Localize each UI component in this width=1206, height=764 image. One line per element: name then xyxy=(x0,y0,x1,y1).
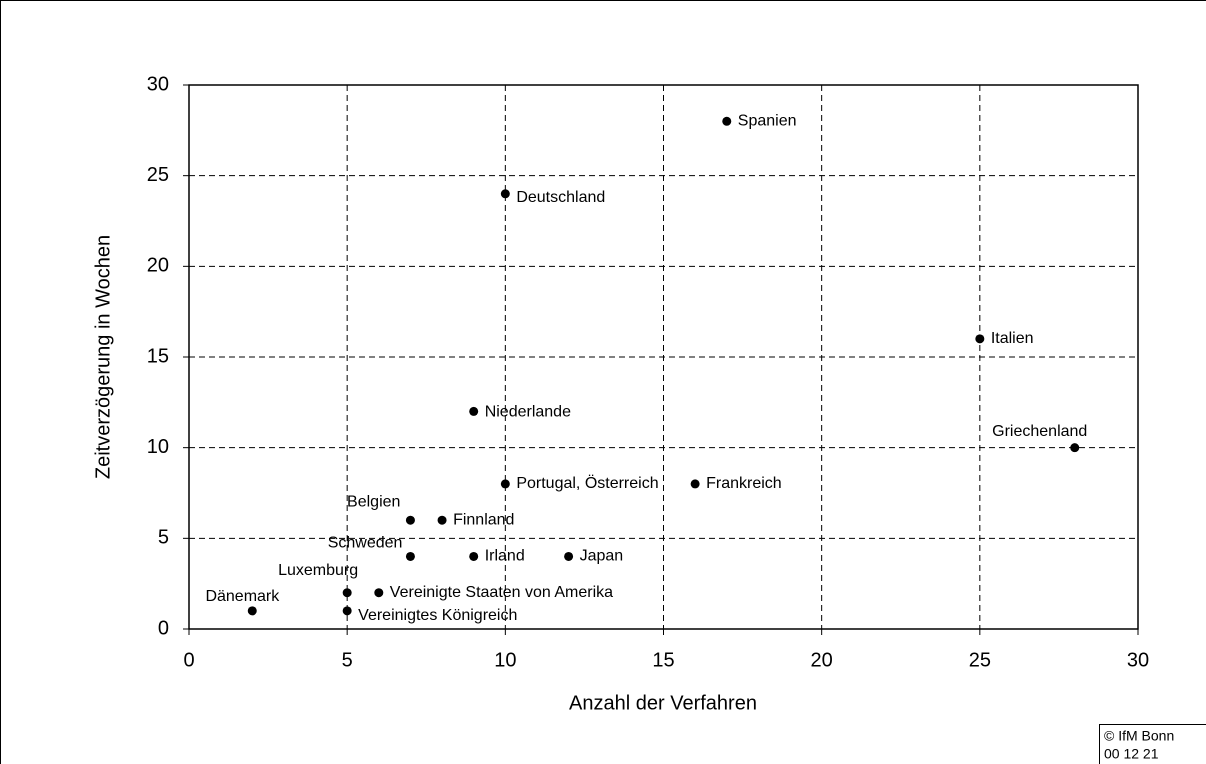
point xyxy=(469,406,479,416)
x-tick-label: 20 xyxy=(811,649,833,671)
x-tick-label: 5 xyxy=(342,649,353,671)
y-tick-label: 5 xyxy=(158,527,169,549)
point xyxy=(722,116,732,126)
point xyxy=(342,588,352,598)
point-label: Finnland xyxy=(453,511,514,528)
point-label: Italien xyxy=(991,330,1034,347)
x-tick-label: 15 xyxy=(652,649,674,671)
point xyxy=(374,588,384,598)
x-tick-label: 25 xyxy=(969,649,991,671)
point xyxy=(437,515,447,525)
point-label: Spanien xyxy=(738,112,797,129)
y-tick-label: 10 xyxy=(147,436,169,458)
y-tick-label: 20 xyxy=(147,255,169,277)
y-tick-label: 25 xyxy=(147,164,169,186)
point-label: Niederlande xyxy=(485,404,571,421)
x-tick-label: 30 xyxy=(1127,649,1149,671)
point xyxy=(975,334,985,344)
source-box xyxy=(1099,724,1206,764)
point xyxy=(342,606,352,616)
point-label: Portugal, Österreich xyxy=(516,474,658,492)
y-tick-label: 15 xyxy=(147,345,169,367)
point xyxy=(564,551,574,561)
point-label: Irland xyxy=(485,548,525,565)
point-label: Schweden xyxy=(328,535,403,552)
point-label: Luxemburg xyxy=(278,562,358,579)
y-tick-label: 30 xyxy=(147,73,169,95)
point xyxy=(1070,443,1080,453)
point-label: Dänemark xyxy=(205,588,280,605)
plot-area xyxy=(188,84,1139,630)
point xyxy=(500,189,510,199)
point-label: Deutschland xyxy=(516,189,605,206)
point xyxy=(690,479,700,489)
x-tick-label: 10 xyxy=(494,649,516,671)
x-axis-title: Anzahl der Verfahren xyxy=(569,692,757,714)
y-tick-label: 0 xyxy=(158,617,169,639)
point xyxy=(247,606,257,616)
point-label: Belgien xyxy=(347,493,400,510)
point-label: Vereinigtes Königreich xyxy=(358,607,517,624)
point-label: Frankreich xyxy=(706,475,782,492)
point-label: Griechenland xyxy=(992,423,1087,440)
date: 00 12 21 xyxy=(1104,746,1159,762)
point-label: Vereinigte Staaten von Amerika xyxy=(390,584,613,601)
point xyxy=(405,551,415,561)
y-axis-title: Zeitverzögerung in Wochen xyxy=(92,235,114,479)
source: © IfM Bonn xyxy=(1104,728,1174,744)
point xyxy=(469,551,479,561)
x-tick-label: 0 xyxy=(183,649,194,671)
point xyxy=(500,479,510,489)
point xyxy=(405,515,415,525)
point-label: Japan xyxy=(580,548,624,565)
